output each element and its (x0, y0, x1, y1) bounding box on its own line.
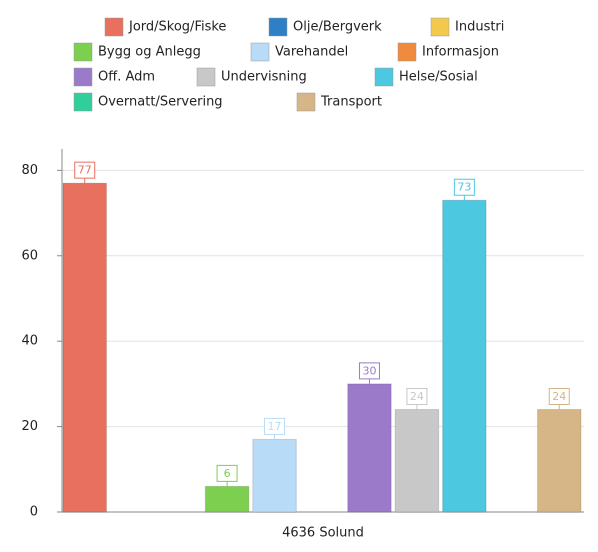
y-tick-label: 20 (21, 419, 38, 434)
legend-swatch (374, 67, 394, 87)
legend-label: Informasjon (422, 45, 499, 60)
y-tick-label: 60 (21, 248, 38, 263)
legend-swatch (430, 17, 450, 37)
value-label: 77 (78, 164, 92, 177)
bar (394, 409, 440, 513)
value-label: 73 (457, 181, 471, 194)
legend-swatch (73, 42, 93, 62)
bar (442, 199, 487, 513)
value-label: 24 (552, 390, 566, 403)
value-label: 24 (410, 390, 424, 403)
value-label-box (216, 464, 238, 482)
legend-swatch (104, 17, 124, 37)
legend-swatch (196, 67, 216, 87)
legend-label: Varehandel (275, 45, 348, 60)
y-tick-label: 80 (21, 163, 38, 178)
value-label: 17 (268, 420, 282, 433)
legend-swatch (250, 42, 270, 62)
value-label-box (453, 178, 475, 196)
value-label: 30 (362, 364, 376, 377)
legend-label: Overnatt/Servering (98, 95, 223, 110)
legend-swatch (268, 17, 288, 37)
x-tick-label: 4636 Solund (282, 526, 364, 541)
bar (204, 485, 250, 513)
legend-label: Olje/Bergverk (293, 20, 382, 35)
value-label-box (548, 388, 570, 406)
value-label-box (264, 417, 286, 435)
y-tick-label: 0 (30, 505, 38, 520)
y-tick-label: 40 (21, 334, 38, 349)
value-label: 6 (224, 467, 231, 480)
legend-label: Off. Adm (98, 70, 155, 85)
bar (62, 182, 107, 513)
legend-label: Helse/Sosial (399, 70, 478, 85)
value-label-box (358, 362, 380, 380)
legend-swatch (296, 92, 316, 112)
legend-swatch (73, 92, 93, 112)
bar (252, 438, 297, 513)
bar (537, 409, 582, 513)
legend-label: Jord/Skog/Fiske (128, 20, 226, 35)
value-label-box (406, 388, 428, 406)
legend-label: Undervisning (221, 70, 307, 85)
legend-swatch (397, 42, 417, 62)
legend-label: Transport (320, 95, 382, 110)
bar (347, 383, 392, 513)
legend-swatch (73, 67, 93, 87)
legend-label: Industri (455, 20, 504, 35)
value-label-box (74, 161, 96, 179)
legend-label: Bygg og Anlegg (98, 45, 201, 60)
